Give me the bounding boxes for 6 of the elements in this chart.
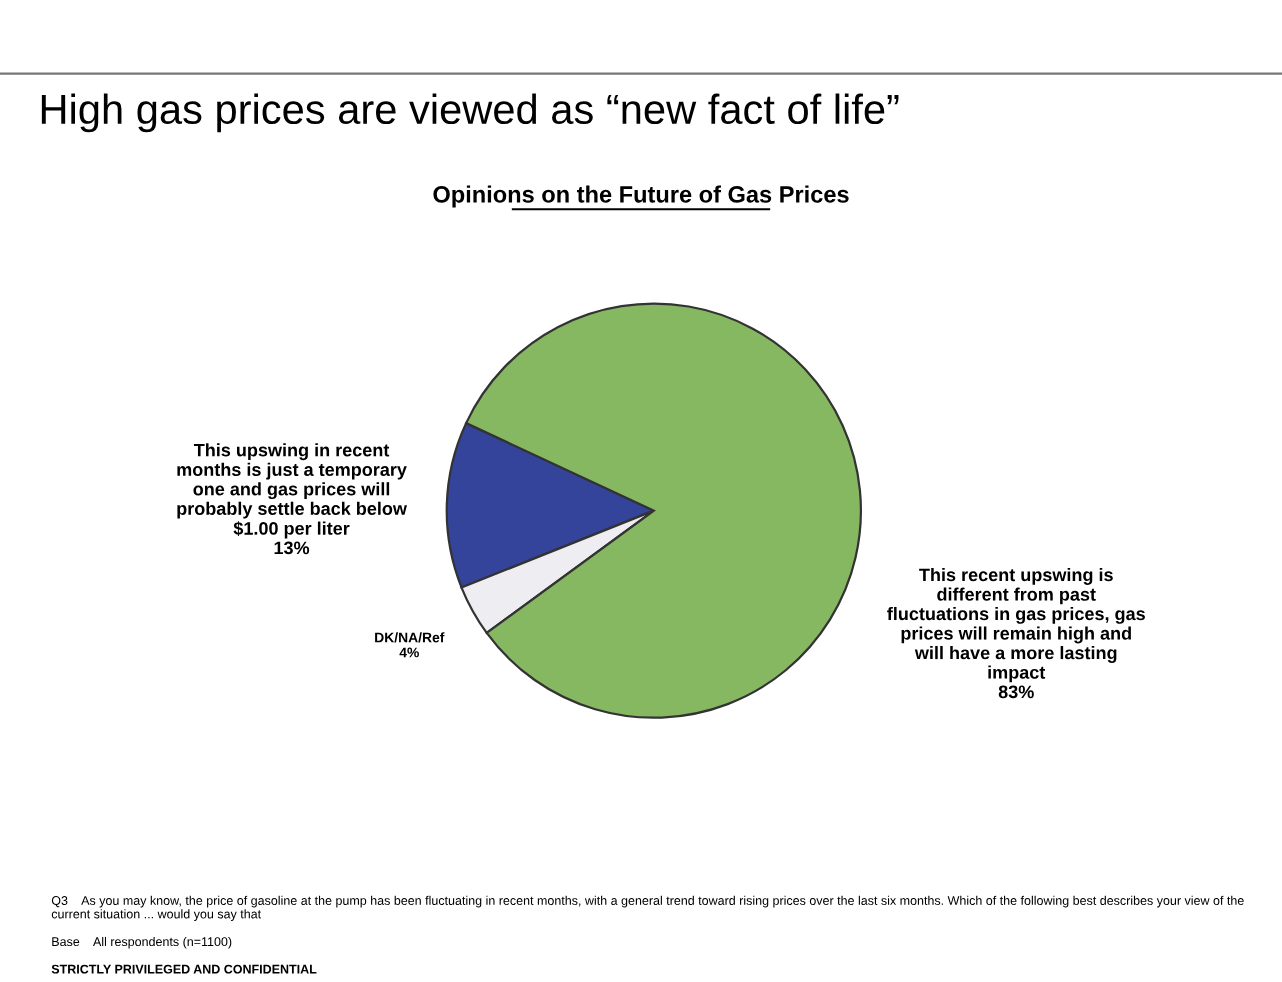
slice-label: This upswing in recent months is just a temporary one and gas prices will probably settle back below $1.00 per liter [177, 443, 407, 539]
chart-title: High gas prices are viewed as “new fact of life” [41, 93, 899, 133]
chart-subtitle: Opinions on the Future of Gas Prices [433, 185, 849, 208]
data-label: 83% [998, 685, 1034, 699]
data-label: 13% [274, 541, 310, 555]
slice-label: This recent upswing is different from past fluctuations in gas prices, gas prices will remain high and will have a more lasting impact [887, 567, 1145, 683]
